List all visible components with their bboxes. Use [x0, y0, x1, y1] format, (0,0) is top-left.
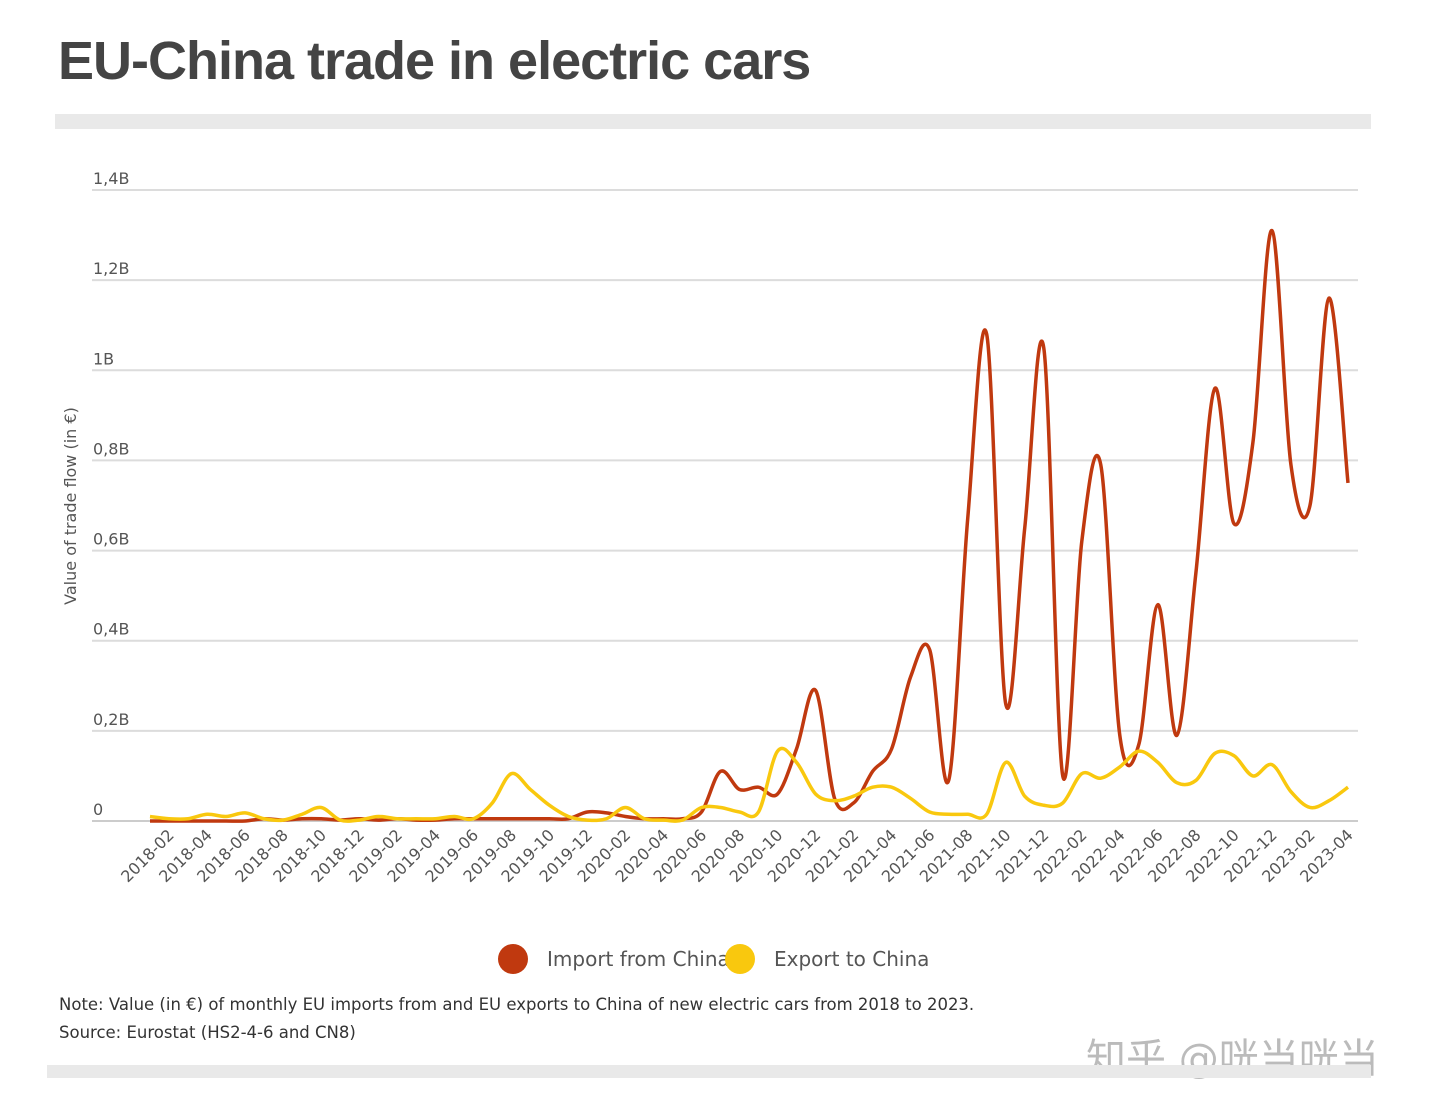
series-line-export-to-china — [149, 746, 1350, 823]
bottom-divider — [47, 1065, 1371, 1078]
chart-source: Source: Eurostat (HS2-4-6 and CN8) — [59, 1023, 356, 1042]
legend-swatch — [725, 944, 755, 974]
y-tick-label: 0,6B — [93, 530, 129, 549]
legend-label: Import from China — [547, 947, 730, 971]
y-tick-label: 0 — [93, 800, 103, 819]
y-tick-label: 0,2B — [93, 710, 129, 729]
legend-swatch — [498, 944, 528, 974]
y-tick-label: 1,4B — [93, 169, 129, 188]
chart-note: Note: Value (in €) of monthly EU imports… — [59, 995, 975, 1014]
y-tick-label: 1,2B — [93, 259, 129, 278]
chart-title: EU-China trade in electric cars — [58, 31, 811, 91]
legend-label: Export to China — [774, 947, 929, 971]
y-tick-label: 1B — [93, 349, 114, 368]
y-axis-label: Value of trade flow (in €) — [61, 407, 80, 605]
y-tick-label: 0,4B — [93, 620, 129, 639]
top-divider — [55, 114, 1371, 129]
series-line-import-from-china — [150, 228, 1350, 823]
y-tick-label: 0,8B — [93, 439, 129, 458]
